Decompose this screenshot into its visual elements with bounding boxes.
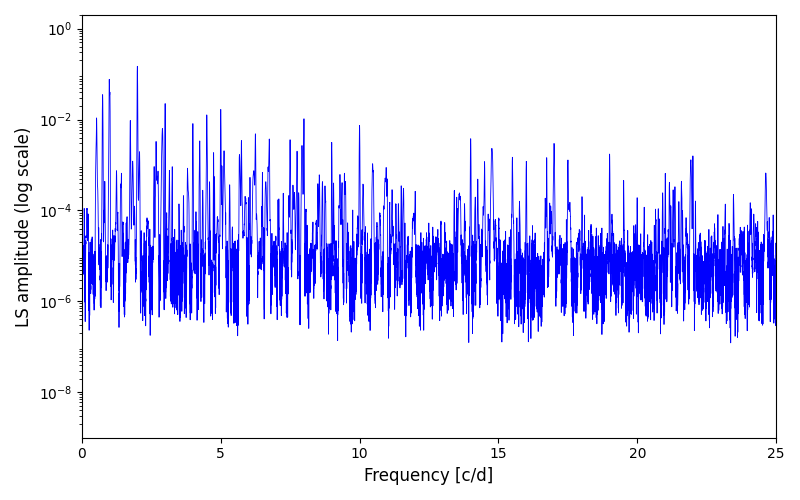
X-axis label: Frequency [c/d]: Frequency [c/d] (364, 467, 494, 485)
Y-axis label: LS amplitude (log scale): LS amplitude (log scale) (15, 126, 33, 326)
